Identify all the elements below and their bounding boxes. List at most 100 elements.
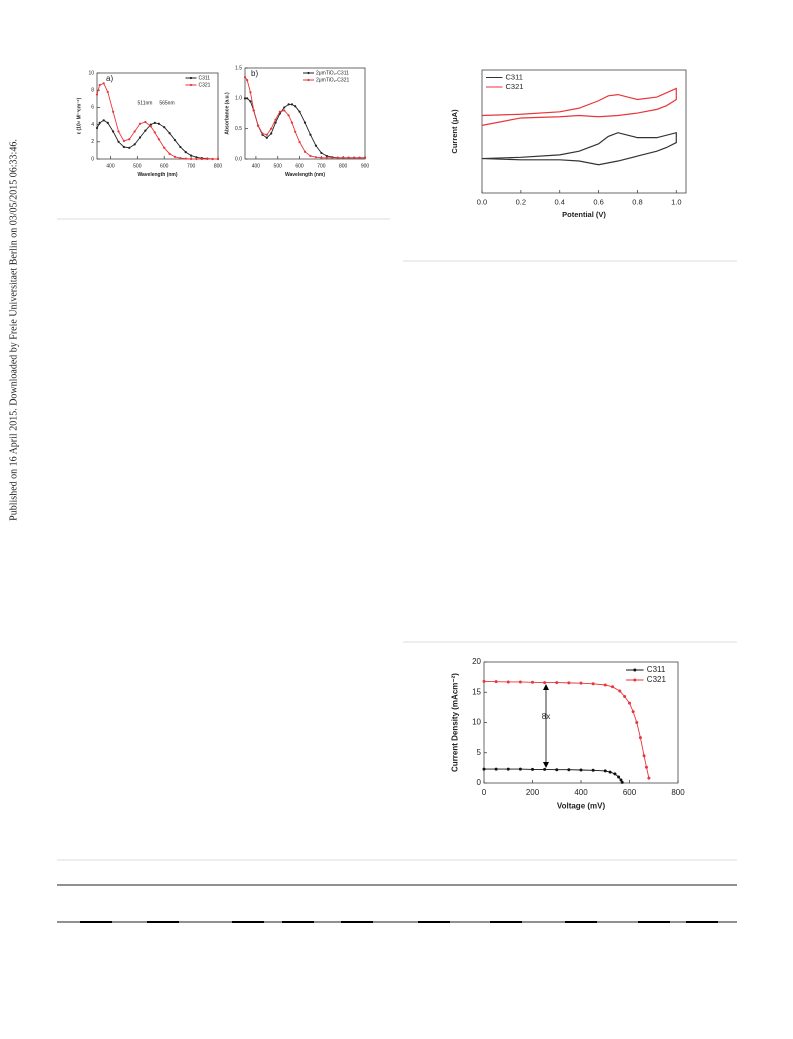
data-point	[298, 140, 301, 144]
data-point	[153, 131, 156, 134]
data-point	[619, 778, 623, 782]
annotation: b)	[251, 69, 258, 78]
data-point	[106, 121, 109, 124]
x-tick-label: 400	[252, 163, 261, 169]
data-point	[531, 767, 534, 771]
data-point	[261, 132, 264, 135]
x-tick-label: 400	[106, 163, 115, 169]
x-tick-label: 800	[214, 163, 223, 169]
data-point	[603, 683, 607, 687]
data-point	[200, 157, 203, 161]
series-line	[245, 97, 365, 159]
series-line	[481, 131, 677, 166]
series-line	[481, 87, 677, 126]
data-point	[138, 122, 142, 125]
data-point	[618, 689, 622, 693]
data-point	[122, 145, 125, 149]
data-point	[128, 138, 131, 141]
data-point	[184, 157, 187, 160]
y-tick-label: 1.5	[235, 65, 242, 71]
y-axis-label: Current (μA)	[450, 109, 459, 154]
data-point	[246, 97, 249, 100]
y-axis-label: Current Density (mAcm⁻²)	[450, 673, 459, 772]
data-point	[246, 79, 249, 82]
data-point	[133, 130, 136, 133]
legend-label: C311	[199, 75, 211, 81]
data-point	[216, 157, 220, 161]
y-tick-label: 0.5	[235, 126, 242, 132]
data-point	[642, 754, 646, 758]
annotation: 565nm	[159, 100, 174, 106]
data-point	[102, 82, 105, 85]
data-point	[314, 144, 318, 147]
legend-marker	[189, 83, 193, 87]
legend-marker	[307, 78, 310, 82]
y-tick-label: 4	[91, 122, 94, 128]
y-tick-label: 10	[472, 718, 481, 727]
x-tick-label: 700	[317, 163, 326, 169]
y-tick-label: 20	[472, 657, 481, 666]
data-point	[363, 156, 367, 159]
data-point	[314, 156, 318, 159]
data-point	[144, 120, 147, 124]
y-axis-label: ε (10⁴ M⁻¹cm⁻¹)	[76, 97, 82, 134]
data-point	[95, 126, 99, 130]
data-point	[482, 767, 486, 771]
data-point	[631, 710, 635, 714]
x-axis-label: Voltage (mV)	[557, 802, 606, 811]
y-tick-label: 15	[472, 687, 481, 696]
legend-marker	[189, 76, 193, 80]
data-point	[283, 109, 286, 112]
legend-marker	[633, 668, 637, 672]
data-point	[543, 681, 547, 685]
data-point	[358, 156, 361, 159]
data-point	[320, 151, 323, 155]
x-tick-label: 0.2	[516, 197, 526, 206]
data-point	[117, 130, 120, 133]
data-point	[163, 146, 166, 149]
data-point	[623, 694, 627, 698]
data-point	[506, 680, 510, 684]
data-point	[274, 118, 277, 121]
data-point	[270, 132, 273, 135]
data-point	[265, 133, 268, 136]
x-tick-label: 800	[339, 163, 348, 169]
legend-label: C321	[506, 82, 524, 91]
data-point	[518, 680, 522, 684]
data-point	[555, 768, 559, 772]
x-tick-label: 600	[623, 788, 637, 797]
x-tick-label: 700	[187, 163, 196, 169]
data-point	[325, 156, 328, 159]
data-point	[138, 136, 142, 139]
data-point	[184, 151, 187, 154]
data-point	[195, 156, 198, 159]
data-point	[278, 110, 282, 113]
data-point	[518, 767, 522, 771]
x-tick-label: 200	[526, 788, 540, 797]
data-point	[352, 156, 356, 159]
x-axis-label: Potential (V)	[562, 210, 606, 219]
data-point	[243, 76, 247, 79]
data-point	[543, 767, 547, 771]
data-point	[617, 775, 621, 779]
data-point	[98, 121, 101, 124]
data-point	[283, 106, 286, 109]
data-point	[613, 772, 617, 776]
data-point	[644, 765, 648, 769]
data-point	[494, 680, 498, 684]
data-point	[168, 152, 171, 155]
data-point	[163, 126, 166, 129]
x-tick-label: 1.0	[671, 197, 681, 206]
data-point	[179, 157, 182, 160]
data-point	[591, 682, 595, 686]
data-point	[249, 100, 252, 103]
x-tick-label: 600	[295, 163, 304, 169]
annotation: 511nm	[138, 100, 153, 106]
data-point	[603, 769, 607, 773]
data-point	[195, 157, 198, 161]
data-point	[320, 156, 323, 159]
x-axis-label: Wavelength (nm)	[137, 172, 177, 178]
side-text: Published on 16 April 2015. Downloaded b…	[8, 139, 19, 521]
data-point	[102, 119, 105, 122]
